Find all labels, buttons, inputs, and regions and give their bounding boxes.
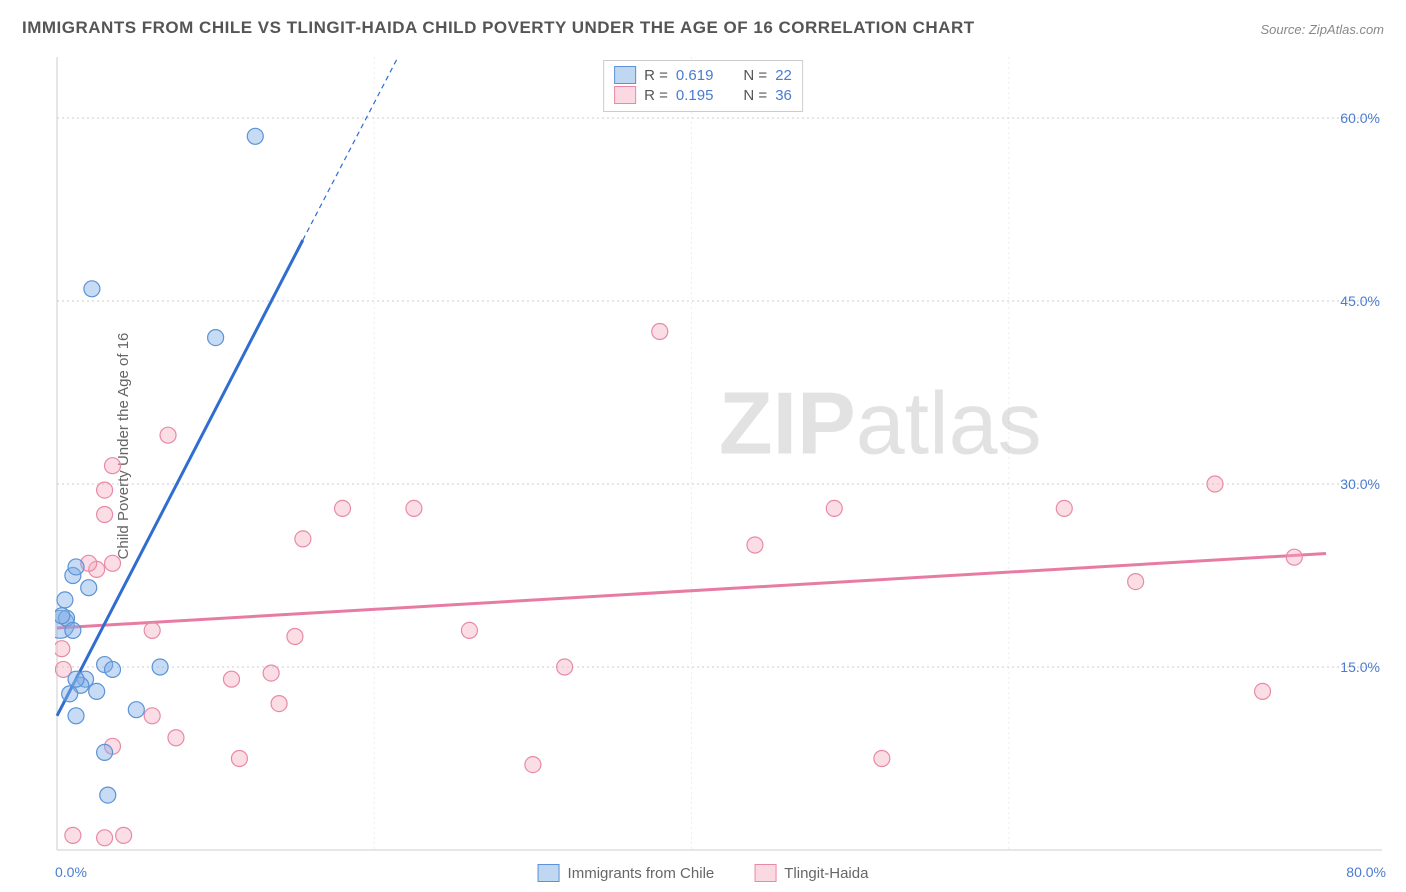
svg-text:45.0%: 45.0% bbox=[1340, 293, 1380, 309]
correlation-legend: R =0.619 N =22R =0.195 N =36 bbox=[603, 60, 803, 112]
legend-swatch bbox=[538, 864, 560, 882]
legend-swatch bbox=[614, 86, 636, 104]
legend-row: R =0.195 N =36 bbox=[614, 85, 792, 105]
chart-title: IMMIGRANTS FROM CHILE VS TLINGIT-HAIDA C… bbox=[22, 18, 975, 38]
svg-text:15.0%: 15.0% bbox=[1340, 659, 1380, 675]
legend-item: Tlingit-Haida bbox=[754, 864, 868, 882]
source-attribution: Source: ZipAtlas.com bbox=[1260, 22, 1384, 37]
legend-row: R =0.619 N =22 bbox=[614, 65, 792, 85]
series-legend: Immigrants from Chile Tlingit-Haida bbox=[538, 864, 869, 882]
legend-swatch bbox=[754, 864, 776, 882]
svg-text:60.0%: 60.0% bbox=[1340, 110, 1380, 126]
legend-label: Tlingit-Haida bbox=[784, 865, 868, 882]
legend-item: Immigrants from Chile bbox=[538, 864, 715, 882]
svg-text:30.0%: 30.0% bbox=[1340, 476, 1380, 492]
legend-label: Immigrants from Chile bbox=[568, 865, 715, 882]
scatter-plot-svg: 15.0% 30.0% 45.0% 60.0% ZIPatlas bbox=[55, 55, 1386, 852]
svg-text:ZIPatlas: ZIPatlas bbox=[719, 374, 1042, 473]
x-axis-max-label: 80.0% bbox=[1346, 864, 1386, 880]
chart-plot-area: 15.0% 30.0% 45.0% 60.0% ZIPatlas bbox=[55, 55, 1386, 852]
x-axis-min-label: 0.0% bbox=[55, 864, 87, 880]
legend-swatch bbox=[614, 66, 636, 84]
